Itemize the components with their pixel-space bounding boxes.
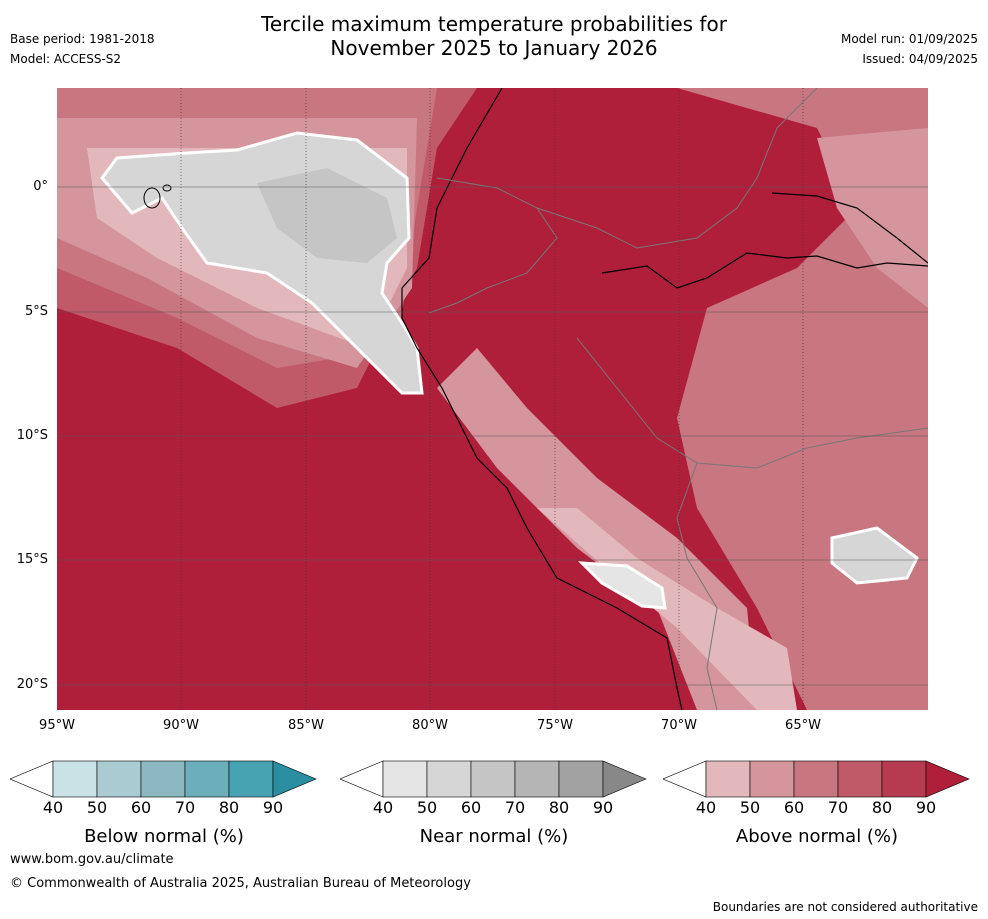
legend-above-normal: 40 50 60 70 80 90 Above normal (%)	[663, 760, 971, 847]
legend-above-tick: 70	[827, 798, 849, 817]
lon-label-75w: 75°W	[537, 718, 573, 733]
lon-label-85w: 85°W	[288, 718, 324, 733]
legend-near-ticks: 40 50 60 70 80 90	[340, 798, 648, 818]
legend-near-colorbar	[340, 760, 647, 798]
legend-below-normal: 40 50 60 70 80 90 Below normal (%)	[10, 760, 318, 847]
galapagos-islands	[143, 184, 172, 209]
legend-below-title: Below normal (%)	[84, 826, 244, 847]
near-normal-region-east	[830, 526, 919, 585]
title-line-2: November 2025 to January 2026	[330, 36, 658, 60]
legend-above-tick: 50	[739, 798, 761, 817]
legend-below-ticks: 40 50 60 70 80 90	[10, 798, 318, 818]
legend-below-tick: 60	[130, 798, 152, 817]
legend-near-tick: 90	[592, 798, 614, 817]
meta-right: Model run: 01/09/2025 Issued: 04/09/2025	[841, 32, 978, 72]
model-text: Model: ACCESS-S2	[10, 52, 122, 66]
legend-near-tick: 60	[460, 798, 482, 817]
lon-label-95w: 95°W	[39, 718, 75, 733]
lat-label-15s: 15°S	[16, 552, 48, 567]
map-title: Tercile maximum temperature probabilitie…	[0, 12, 988, 60]
footer-url: www.bom.gov.au/climate	[10, 852, 174, 867]
meta-left: Base period: 1981-2018 Model: ACCESS-S2	[10, 32, 155, 72]
lat-label-5s: 5°S	[24, 304, 48, 319]
near-normal-60-core	[257, 168, 397, 263]
legend-above-tick: 90	[915, 798, 937, 817]
lon-label-80w: 80°W	[412, 718, 448, 733]
lat-label-10s: 10°S	[16, 428, 48, 443]
lon-label-70w: 70°W	[661, 718, 697, 733]
legend-below-tick: 90	[262, 798, 284, 817]
amazon-river	[601, 252, 928, 289]
lat-label-20s: 20°S	[16, 677, 48, 692]
issued-text: Issued: 04/09/2025	[862, 52, 978, 66]
border-peru-bolivia	[676, 462, 718, 710]
map-canvas	[57, 88, 928, 710]
legend-above-title: Above normal (%)	[735, 826, 899, 847]
lon-label-90w: 90°W	[163, 718, 199, 733]
footer-note: Boundaries are not considered authoritat…	[712, 900, 978, 914]
legend-near-tick: 50	[416, 798, 438, 817]
lon-label-65w: 65°W	[785, 718, 821, 733]
border-ecuador-peru	[428, 177, 558, 314]
northern-river	[771, 192, 928, 264]
title-line-1: Tercile maximum temperature probabilitie…	[261, 12, 727, 36]
legend-below-tick: 40	[42, 798, 64, 817]
base-period-text: Base period: 1981-2018	[10, 32, 155, 46]
legend-below-tick: 50	[86, 798, 108, 817]
legend-below-tick: 80	[218, 798, 240, 817]
legend-above-tick: 40	[695, 798, 717, 817]
legend-below-tick: 70	[174, 798, 196, 817]
lat-label-0: 0°	[33, 179, 48, 194]
band-east-50	[817, 128, 928, 308]
graticule-lat	[57, 186, 928, 686]
border-colombia-brazil	[536, 88, 818, 249]
legend-above-ticks: 40 50 60 70 80 90	[663, 798, 971, 818]
near-normal-region-south	[578, 561, 667, 610]
legend-above-colorbar	[663, 760, 970, 798]
legend-near-normal: 40 50 60 70 80 90 Near normal (%)	[340, 760, 648, 847]
legend-above-tick: 60	[783, 798, 805, 817]
legend-near-tick: 80	[548, 798, 570, 817]
coastal-band-40	[537, 508, 797, 710]
legend-near-title: Near normal (%)	[419, 826, 569, 847]
legend-above-tick: 80	[871, 798, 893, 817]
footer-copyright: © Commonwealth of Australia 2025, Austra…	[10, 876, 471, 891]
coastline-west	[401, 88, 683, 710]
legend-near-tick: 40	[372, 798, 394, 817]
legend-near-tick: 70	[504, 798, 526, 817]
border-peru-bolivia-brazil	[576, 337, 928, 469]
legend-below-colorbar	[10, 760, 317, 798]
probability-map	[57, 88, 928, 710]
model-run-text: Model run: 01/09/2025	[840, 32, 978, 46]
